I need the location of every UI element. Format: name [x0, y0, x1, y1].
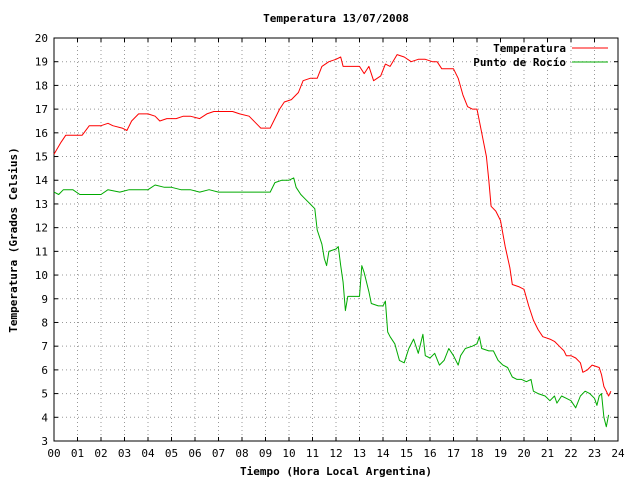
- y-tick-label: 3: [41, 435, 48, 448]
- x-tick-label: 18: [470, 447, 483, 460]
- x-tick-label: 08: [235, 447, 248, 460]
- y-tick-label: 15: [35, 151, 48, 164]
- x-tick-label: 16: [423, 447, 436, 460]
- y-tick-label: 8: [41, 316, 48, 329]
- x-tick-label: 19: [494, 447, 507, 460]
- x-tick-label: 14: [376, 447, 390, 460]
- y-tick-label: 19: [35, 56, 48, 69]
- x-tick-label: 04: [141, 447, 155, 460]
- x-tick-label: 20: [517, 447, 530, 460]
- grid-lines: [54, 38, 618, 441]
- series-line-0: [53, 54, 612, 397]
- x-tick-label: 22: [564, 447, 577, 460]
- x-tick-label: 07: [212, 447, 225, 460]
- x-tick-label: 17: [447, 447, 460, 460]
- x-tick-label: 02: [94, 447, 107, 460]
- y-tick-label: 6: [41, 364, 48, 377]
- y-tick-label: 16: [35, 127, 48, 140]
- y-tick-label: 18: [35, 79, 48, 92]
- x-tick-label: 11: [306, 447, 319, 460]
- x-tick-label: 15: [400, 447, 413, 460]
- y-tick-label: 9: [41, 293, 48, 306]
- x-tick-label: 10: [282, 447, 295, 460]
- x-tick-label: 23: [588, 447, 601, 460]
- x-tick-label: 06: [188, 447, 201, 460]
- y-axis-label: Temperatura (Grados Celsius): [7, 147, 20, 332]
- series-line-1: [53, 177, 610, 428]
- y-tick-label: 12: [35, 222, 48, 235]
- x-tick-label: 12: [329, 447, 342, 460]
- y-tick-label: 14: [35, 174, 49, 187]
- x-tick-label: 09: [259, 447, 272, 460]
- x-tick-label: 24: [611, 447, 625, 460]
- y-tick-label: 5: [41, 388, 48, 401]
- y-tick-label: 10: [35, 269, 48, 282]
- y-tick-label: 20: [35, 32, 48, 45]
- y-tick-label: 17: [35, 103, 48, 116]
- y-tick-label: 7: [41, 340, 48, 353]
- x-tick-label: 01: [71, 447, 84, 460]
- legend-label: Punto de Rocío: [473, 56, 566, 69]
- x-tick-label: 03: [118, 447, 131, 460]
- legend-label: Temperatura: [493, 42, 566, 55]
- chart-title: Temperatura 13/07/2008: [263, 12, 409, 25]
- x-tick-label: 21: [541, 447, 554, 460]
- y-tick-label: 11: [35, 245, 48, 258]
- y-tick-label: 13: [35, 198, 48, 211]
- axis-ticks: 3 4 5 6 7 8 9 10 11 12 13 14 15 16 17 18 19 20 00 01 02 03 04 0…: [35, 32, 625, 460]
- y-tick-label: 4: [41, 411, 48, 424]
- x-tick-label: 13: [353, 447, 366, 460]
- x-tick-label: 05: [165, 447, 178, 460]
- series-lines: [53, 54, 612, 428]
- x-tick-label: 00: [47, 447, 60, 460]
- x-axis-label: Tiempo (Hora Local Argentina): [240, 465, 432, 478]
